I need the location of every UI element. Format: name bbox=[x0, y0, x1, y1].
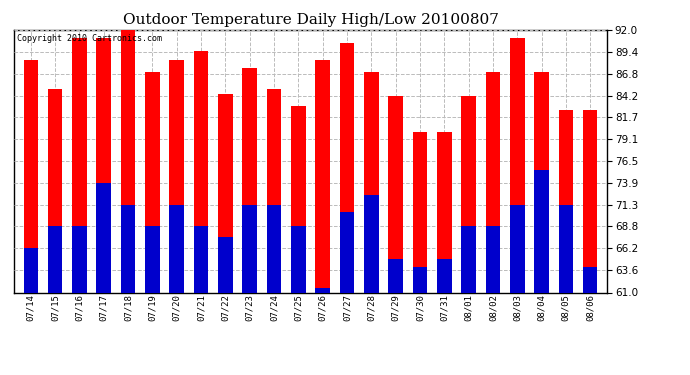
Bar bbox=[510, 39, 524, 292]
Bar bbox=[413, 267, 427, 292]
Bar bbox=[242, 68, 257, 292]
Bar bbox=[486, 226, 500, 292]
Bar bbox=[194, 226, 208, 292]
Bar bbox=[534, 170, 549, 292]
Bar bbox=[23, 249, 38, 292]
Bar bbox=[121, 205, 135, 292]
Bar bbox=[388, 96, 403, 292]
Bar bbox=[462, 226, 476, 292]
Bar bbox=[145, 226, 159, 292]
Bar bbox=[437, 132, 451, 292]
Bar bbox=[510, 205, 524, 292]
Bar bbox=[486, 72, 500, 292]
Bar bbox=[267, 89, 282, 292]
Bar bbox=[364, 72, 379, 292]
Bar bbox=[23, 60, 38, 292]
Bar bbox=[267, 205, 282, 292]
Bar bbox=[121, 30, 135, 292]
Bar bbox=[145, 72, 159, 292]
Bar bbox=[559, 111, 573, 292]
Bar bbox=[388, 259, 403, 292]
Bar bbox=[48, 226, 62, 292]
Bar bbox=[315, 60, 330, 292]
Bar bbox=[583, 111, 598, 292]
Title: Outdoor Temperature Daily High/Low 20100807: Outdoor Temperature Daily High/Low 20100… bbox=[123, 13, 498, 27]
Bar bbox=[194, 51, 208, 292]
Bar bbox=[170, 60, 184, 292]
Bar bbox=[315, 288, 330, 292]
Bar bbox=[218, 237, 233, 292]
Bar bbox=[462, 96, 476, 292]
Bar bbox=[583, 267, 598, 292]
Bar bbox=[364, 195, 379, 292]
Text: Copyright 2010 Cartronics.com: Copyright 2010 Cartronics.com bbox=[17, 34, 161, 43]
Bar bbox=[534, 72, 549, 292]
Bar bbox=[72, 39, 87, 292]
Bar bbox=[97, 183, 111, 292]
Bar bbox=[291, 226, 306, 292]
Bar bbox=[72, 226, 87, 292]
Bar bbox=[242, 205, 257, 292]
Bar bbox=[97, 39, 111, 292]
Bar bbox=[339, 212, 354, 292]
Bar bbox=[559, 205, 573, 292]
Bar bbox=[291, 106, 306, 292]
Bar bbox=[339, 43, 354, 292]
Bar bbox=[170, 205, 184, 292]
Bar bbox=[218, 93, 233, 292]
Bar bbox=[437, 259, 451, 292]
Bar bbox=[48, 89, 62, 292]
Bar bbox=[413, 132, 427, 292]
